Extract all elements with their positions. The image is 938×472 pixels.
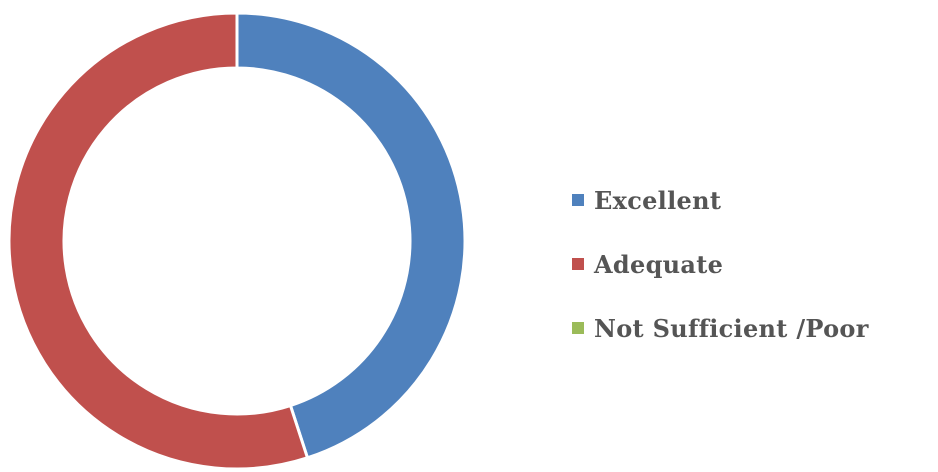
legend-label-not-sufficient-poor: Not Sufficient /Poor [594, 313, 869, 343]
legend-swatch-excellent [572, 194, 584, 206]
legend-item-excellent: Excellent [572, 168, 932, 232]
chart-legend: Excellent Adequate Not Sufficient /Poor [572, 168, 932, 360]
legend-label-adequate: Adequate [594, 249, 724, 279]
donut-slice-excellent [235, 11, 467, 460]
legend-swatch-not-sufficient-poor [572, 322, 584, 334]
legend-label-excellent: Excellent [594, 185, 722, 215]
legend-item-not-sufficient-poor: Not Sufficient /Poor [572, 296, 932, 360]
legend-item-adequate: Adequate [572, 232, 932, 296]
legend-swatch-adequate [572, 258, 584, 270]
donut-slice-adequate [7, 11, 310, 471]
